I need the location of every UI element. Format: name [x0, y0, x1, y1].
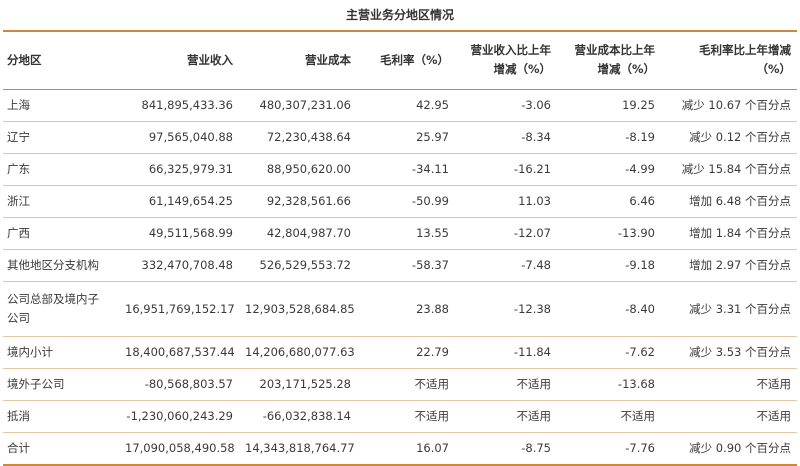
cell-region: 辽宁	[3, 121, 119, 154]
cell-region: 上海	[3, 89, 119, 122]
cell-revenue-change: -8.34	[455, 121, 557, 154]
cell-cost-change: 6.46	[557, 185, 661, 218]
cell-gross-margin: -34.11	[357, 153, 455, 186]
header-cost: 营业成本	[239, 30, 357, 90]
cell-region: 境外子公司	[3, 368, 119, 401]
cell-revenue: -80,568,803.57	[119, 368, 239, 401]
cell-gross-margin: -58.37	[357, 249, 455, 282]
cell-cost: 14,343,818,764.77	[239, 432, 357, 466]
cell-revenue: 66,325,979.31	[119, 153, 239, 186]
cell-cost: 526,529,553.72	[239, 249, 357, 282]
cell-region: 抵消	[3, 400, 119, 433]
cell-cost: 203,171,525.28	[239, 368, 357, 401]
cell-revenue-change: -12.38	[455, 281, 557, 337]
cell-revenue: 97,565,040.88	[119, 121, 239, 154]
cell-revenue-change: 11.03	[455, 185, 557, 218]
header-row: 分地区 营业收入 营业成本 毛利率（%） 营业收入比上年 增减（%） 营业成本比…	[3, 30, 797, 90]
cell-cost: 72,230,438.64	[239, 121, 357, 154]
cell-cost: 480,307,231.06	[239, 89, 357, 122]
cell-cost: 12,903,528,684.85	[239, 281, 357, 337]
table-row: 辽宁 97,565,040.88 72,230,438.64 25.97 -8.…	[3, 121, 797, 154]
header-region: 分地区	[3, 30, 119, 90]
cell-revenue: 49,511,568.99	[119, 217, 239, 250]
table-row: 上海 841,895,433.36 480,307,231.06 42.95 -…	[3, 89, 797, 122]
cell-cost: 42,804,987.70	[239, 217, 357, 250]
table-row: 境内小计 18,400,687,537.44 14,206,680,077.63…	[3, 336, 797, 369]
cell-revenue-change: -7.48	[455, 249, 557, 282]
cell-cost-change: -13.68	[557, 368, 661, 401]
cell-margin-change: 减少 0.90 个百分点	[661, 432, 797, 466]
header-cost-change: 营业成本比上年 增减（%）	[557, 30, 661, 90]
cell-region: 公司总部及境内子 公司	[3, 281, 119, 337]
cell-cost-change: 19.25	[557, 89, 661, 122]
cell-cost-change: -9.18	[557, 249, 661, 282]
cell-margin-change: 增加 6.48 个百分点	[661, 185, 797, 218]
cell-revenue: -1,230,060,243.29	[119, 400, 239, 433]
cell-cost: 92,328,561.66	[239, 185, 357, 218]
cell-region: 广西	[3, 217, 119, 250]
header-revenue: 营业收入	[119, 30, 239, 90]
cell-margin-change: 减少 0.12 个百分点	[661, 121, 797, 154]
cell-cost-change: -7.62	[557, 336, 661, 369]
cell-cost-change: 不适用	[557, 400, 661, 433]
table-row: 广西 49,511,568.99 42,804,987.70 13.55 -12…	[3, 217, 797, 250]
cell-gross-margin: 不适用	[357, 368, 455, 401]
cell-region: 广东	[3, 153, 119, 186]
cell-margin-change: 增加 1.84 个百分点	[661, 217, 797, 250]
cell-revenue: 841,895,433.36	[119, 89, 239, 122]
cell-gross-margin: 23.88	[357, 281, 455, 337]
cell-gross-margin: 42.95	[357, 89, 455, 122]
cell-cost: 14,206,680,077.63	[239, 336, 357, 369]
cell-cost: -66,032,838.14	[239, 400, 357, 433]
table-title: 主营业务分地区情况	[345, 8, 454, 22]
cell-margin-change: 增加 2.97 个百分点	[661, 249, 797, 282]
cell-revenue-change: 不适用	[455, 400, 557, 433]
cell-gross-margin: 16.07	[357, 432, 455, 466]
table-row: 其他地区分支机构 332,470,708.48 526,529,553.72 -…	[3, 249, 797, 282]
cell-cost: 88,950,620.00	[239, 153, 357, 186]
cell-revenue: 18,400,687,537.44	[119, 336, 239, 369]
table-row: 广东 66,325,979.31 88,950,620.00 -34.11 -1…	[3, 153, 797, 186]
header-revenue-change: 营业收入比上年 增减（%）	[455, 30, 557, 90]
cell-margin-change: 减少 3.53 个百分点	[661, 336, 797, 369]
region-revenue-table: 分地区 营业收入 营业成本 毛利率（%） 营业收入比上年 增减（%） 营业成本比…	[3, 30, 797, 466]
cell-cost-change: -4.99	[557, 153, 661, 186]
cell-region: 浙江	[3, 185, 119, 218]
cell-gross-margin: 22.79	[357, 336, 455, 369]
cell-gross-margin: 13.55	[357, 217, 455, 250]
cell-cost-change: -8.19	[557, 121, 661, 154]
cell-revenue: 332,470,708.48	[119, 249, 239, 282]
cell-revenue-change: -12.07	[455, 217, 557, 250]
cell-margin-change: 不适用	[661, 368, 797, 401]
cell-margin-change: 不适用	[661, 400, 797, 433]
cell-cost-change: -8.40	[557, 281, 661, 337]
table-row: 境外子公司 -80,568,803.57 203,171,525.28 不适用 …	[3, 368, 797, 401]
table-row: 合计 17,090,058,490.58 14,343,818,764.77 1…	[3, 432, 797, 466]
cell-cost-change: -7.76	[557, 432, 661, 466]
cell-gross-margin: 不适用	[357, 400, 455, 433]
cell-gross-margin: 25.97	[357, 121, 455, 154]
cell-revenue: 61,149,654.25	[119, 185, 239, 218]
cell-revenue-change: -16.21	[455, 153, 557, 186]
cell-revenue: 16,951,769,152.17	[119, 281, 239, 337]
cell-region: 境内小计	[3, 336, 119, 369]
table-row: 抵消 -1,230,060,243.29 -66,032,838.14 不适用 …	[3, 400, 797, 433]
table-row: 公司总部及境内子 公司 16,951,769,152.17 12,903,528…	[3, 281, 797, 337]
header-gross-margin: 毛利率（%）	[357, 30, 455, 90]
cell-margin-change: 减少 15.84 个百分点	[661, 153, 797, 186]
cell-cost-change: -13.90	[557, 217, 661, 250]
cell-revenue-change: 不适用	[455, 368, 557, 401]
cell-revenue-change: -11.84	[455, 336, 557, 369]
cell-gross-margin: -50.99	[357, 185, 455, 218]
table-row: 浙江 61,149,654.25 92,328,561.66 -50.99 11…	[3, 185, 797, 218]
cell-region: 其他地区分支机构	[3, 249, 119, 282]
cell-revenue-change: -3.06	[455, 89, 557, 122]
cell-margin-change: 减少 10.67 个百分点	[661, 89, 797, 122]
cell-region: 合计	[3, 432, 119, 466]
cell-revenue-change: -8.75	[455, 432, 557, 466]
cell-revenue: 17,090,058,490.58	[119, 432, 239, 466]
header-margin-change: 毛利率比上年增减 （%）	[661, 30, 797, 90]
cell-margin-change: 减少 3.31 个百分点	[661, 281, 797, 337]
